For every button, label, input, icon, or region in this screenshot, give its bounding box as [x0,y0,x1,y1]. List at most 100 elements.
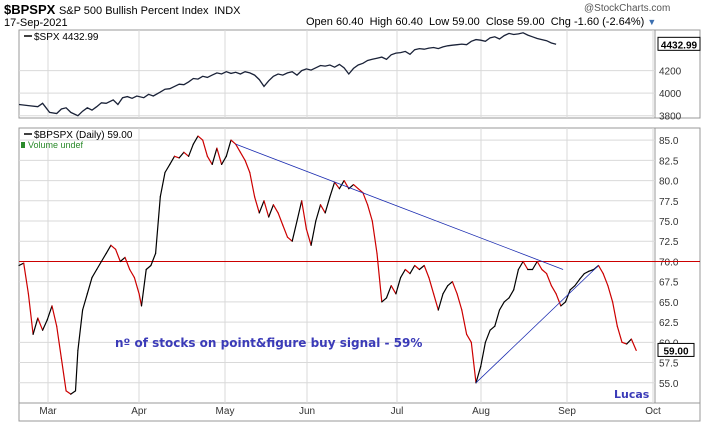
bp-line-segment [536,260,543,271]
bp-line-segment [206,155,213,165]
bp-line-segment [105,244,112,254]
symbol: $BPSPX [4,2,56,17]
bp-line-segment [258,200,265,214]
bp-line-segment [310,220,317,246]
bp-line-segment [51,305,58,327]
bp-line-segment [611,301,618,327]
bp-line-segment [381,297,388,303]
bp-line-segment [239,151,246,161]
bp-y-tick-label: 72.5 [659,237,679,248]
bp-line-segment [86,277,93,295]
bp-line-segment [197,135,204,141]
bp-line-segment [498,301,505,311]
index-name: S&P 500 Bullish Percent Index [58,5,209,17]
bp-line-segment [244,159,251,174]
bp-line-segment [385,285,392,299]
bp-y-tick-label: 85.0 [659,136,679,147]
bp-line-segment [324,196,331,214]
bp-line-segment [56,325,63,360]
bp-line-segment [91,268,98,279]
bp-line-segment [334,181,340,190]
bp-legend: $BPSPX (Daily) 59.00 [34,130,133,141]
open-label: Open [306,16,333,28]
bp-line-segment [362,192,369,206]
spx-y-tick-label: 4200 [659,67,682,78]
quote-bar: Open 60.40 High 60.40 Low 59.00 Close 59… [306,16,656,28]
low-label: Low [428,16,450,28]
bp-line-segment [254,196,260,214]
bp-line-segment [531,260,538,271]
x-tick-label: Mar [39,406,57,417]
bp-line-segment [32,317,39,335]
signature-text: Lucas [614,388,650,401]
bp-line-segment [110,244,117,250]
bp-line-segment [155,196,161,254]
exchange: INDX [214,5,241,17]
bp-line-segment [433,293,439,311]
spx-legend: $SPX 4432.99 [34,32,99,43]
source-credit: @StockCharts.com [584,3,671,14]
bp-line-segment [235,143,241,153]
spx-y-tick-label: 3800 [659,112,682,123]
bp-line-segment [418,264,425,271]
bp-y-tick-label: 62.5 [659,318,679,329]
bp-line-segment [286,236,293,242]
volume-legend-swatch [21,142,25,148]
bp-line-segment [277,212,284,226]
bp-line-segment [395,277,402,295]
bp-line-segment [367,204,373,222]
bp-line-segment [124,256,131,271]
bp-line-segment [409,264,416,275]
bp-line-segment [114,248,121,263]
spx-line [18,32,557,117]
open-value: 60.40 [335,16,364,28]
spx-last-value-tag [657,36,701,51]
bp-line-segment [550,285,557,295]
bp-line-segment [404,268,411,275]
spx-y-tick-label: 4000 [659,89,682,100]
chg-value: -1.60 (-2.64%) [573,16,645,28]
bp-line-segment [192,135,199,145]
bp-y-tick-label: 82.5 [659,156,679,167]
bp-line-segment [272,204,279,214]
bp-line-segment [230,139,237,145]
bp-line-segment [268,204,274,218]
bp-line-segment [60,357,67,392]
bp-line-segment [616,325,623,343]
bp-line-segment [513,268,520,291]
bp-line-segment [578,273,585,280]
chart-date: 17-Sep-2021 [4,17,68,29]
bp-line-segment [18,262,25,267]
bp-line-segment [150,252,157,267]
bp-line-segment [27,293,34,335]
bp-line-segment [597,264,604,275]
bp-line-segment [119,256,126,263]
close-label: Close [485,16,515,28]
spx-panel-frame [18,29,701,119]
bp-line-segment [480,341,486,368]
bp-line-segment [23,262,29,295]
bp-last-value-label: 59.00 [663,346,688,357]
bp-line-segment [225,139,232,157]
bp-line-segment [140,268,147,307]
bp-line-segment [541,268,548,275]
bp-line-segment [100,252,107,263]
chevron-down-icon[interactable]: ▼ [647,17,657,27]
annotation-text: nº of stocks on point&figure buy signal … [115,336,422,350]
bp-line-segment [630,338,637,351]
bp-line-segment [202,139,208,157]
bp-line-segment [41,319,48,331]
bp-line-segment [169,155,176,165]
bp-line-segment [522,260,529,271]
bp-line-segment [65,390,72,395]
bp-line-segment [70,390,77,395]
bp-line-segment [376,252,383,303]
bp-line-segment [545,273,553,287]
resistance-trendline [235,143,564,270]
bp-line-segment [447,281,453,287]
bp-y-tick-label: 77.5 [659,197,679,208]
bp-line-segment [560,301,567,307]
bp-line-segment [621,341,628,345]
bp-line-segment [282,224,289,238]
bp-line-segment [249,171,256,198]
